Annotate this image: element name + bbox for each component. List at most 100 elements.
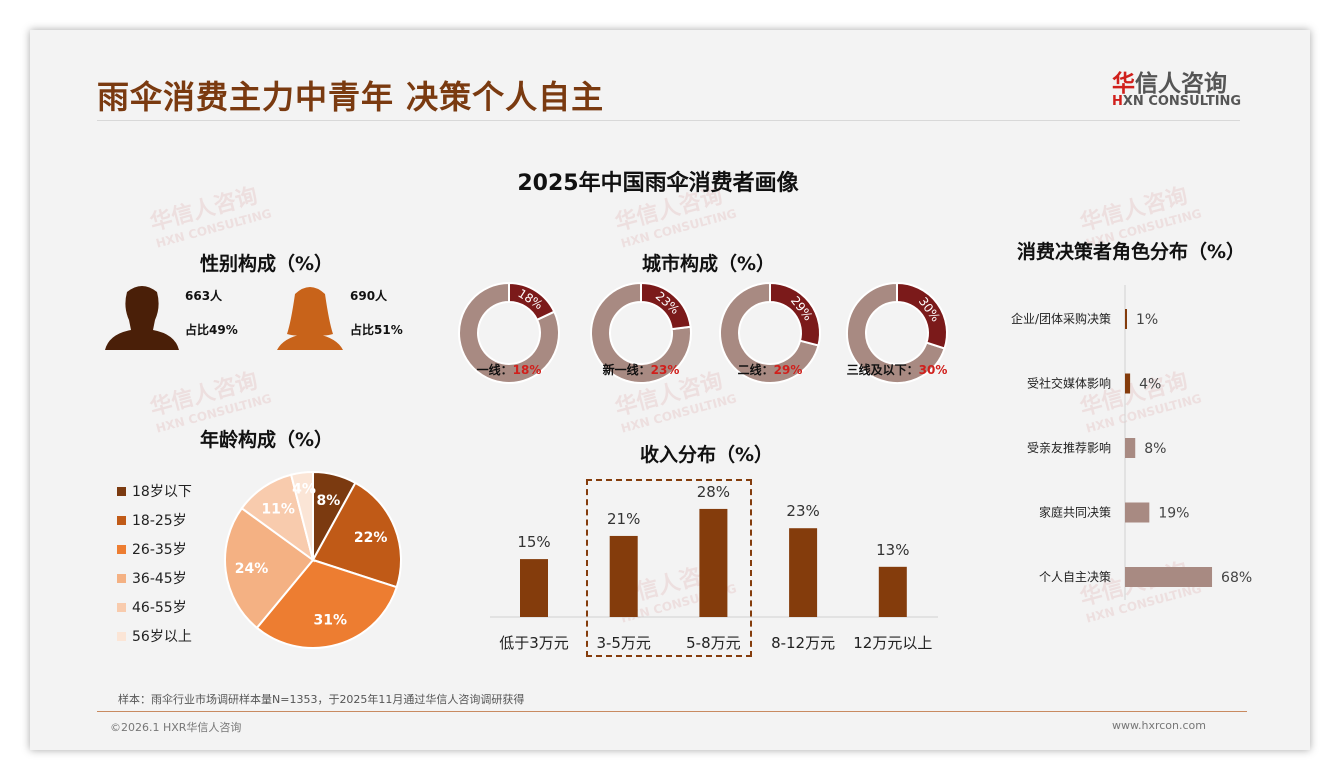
y-tick-label: 受亲友推荐影响 — [1027, 440, 1111, 455]
donut-segment — [769, 281, 821, 347]
city-donuts: 18% 23% 29% 30% — [458, 281, 948, 384]
role-bar — [1125, 438, 1136, 458]
x-tick-label: 12万元以上 — [853, 634, 932, 652]
slide — [30, 30, 1310, 750]
city-label: 一线：18% — [477, 361, 542, 378]
logo-red: 华 — [1112, 71, 1135, 97]
income-bar — [609, 535, 638, 617]
bar-value-label: 15% — [517, 533, 550, 551]
income-title: 收入分布（%） — [640, 444, 774, 466]
city-label: 二线：29% — [738, 361, 803, 378]
legend-item: 26-35岁 — [117, 539, 187, 559]
y-tick-label: 个人自主决策 — [1039, 570, 1111, 584]
age-title: 年龄构成（%） — [200, 429, 334, 451]
legend-swatch — [117, 544, 126, 554]
male-icon — [105, 286, 179, 350]
income-bar — [520, 559, 548, 617]
legend-item: 18岁以下 — [117, 481, 192, 501]
x-tick-label: 5-8万元 — [686, 634, 741, 652]
gender-title: 性别构成（%） — [200, 253, 334, 275]
donut-rest — [846, 281, 946, 384]
legend-label: 18-25岁 — [132, 513, 187, 529]
city-name: 二线： — [737, 363, 774, 377]
x-tick-label: 8-12万元 — [771, 634, 835, 652]
female-share: 占比51% — [350, 323, 403, 337]
legend-swatch — [117, 631, 126, 641]
bar-value-label: 4% — [1139, 377, 1161, 393]
city-value: 18% — [512, 363, 542, 377]
bar-value-label: 21% — [607, 510, 640, 528]
city-value: 23% — [650, 363, 680, 377]
legend-label: 56岁以上 — [132, 629, 192, 645]
city-name: 新一线： — [602, 363, 651, 377]
copyright: ©2026.1 HXR华信人咨询 — [110, 721, 242, 734]
female-count: 690人 — [350, 289, 388, 303]
donut-rest — [590, 281, 692, 384]
logo-cn: 信人咨询 — [1135, 71, 1227, 97]
donut-segment — [896, 281, 948, 350]
role-bar — [1125, 309, 1127, 329]
main-title: 2025年中国雨伞消费者画像 — [517, 171, 799, 196]
divider — [97, 120, 1240, 121]
city-label: 新一线：23% — [603, 361, 680, 378]
legend-swatch — [117, 486, 126, 496]
website[interactable]: www.hxrcon.com — [1112, 719, 1206, 732]
logo-en-red: H — [1112, 94, 1123, 109]
legend-label: 46-55岁 — [132, 600, 187, 616]
female-icon — [277, 287, 343, 350]
income-bar — [789, 528, 818, 617]
bar-value-label: 68% — [1221, 570, 1252, 586]
legend-label: 18岁以下 — [132, 484, 192, 500]
bar-value-label: 19% — [1158, 506, 1189, 522]
role-title: 消费决策者角色分布（%） — [1017, 241, 1246, 263]
pie-slice — [311, 481, 402, 589]
logo-en-text: XN CONSULTING — [1122, 94, 1242, 109]
logo-en: HXN CONSULTING — [1112, 94, 1241, 109]
pie-slice — [255, 558, 398, 649]
sample-note: 样本：雨伞行业市场调研样本量N=1353，于2025年11月通过华信人咨询调研获… — [118, 693, 525, 706]
page-title: 雨伞消费主力中青年 决策个人自主 — [97, 78, 605, 116]
pie-label: 22% — [354, 530, 388, 546]
income-bar-chart: 15% 低于3万元 21% 3-5万元 28% 5-8万元 23% 8-12万元 13% 12万元… — [490, 483, 938, 652]
bar-value-label: 28% — [697, 483, 730, 501]
city-name: 一线： — [476, 363, 513, 377]
logo: 华信人咨询 — [1112, 64, 1227, 98]
role-bar — [1125, 373, 1131, 394]
legend-swatch — [117, 573, 126, 583]
legend-swatch — [117, 602, 126, 612]
role-bar — [1125, 502, 1150, 523]
role-bar-chart: 1% 企业/团体采购决策 4% 受社交媒体影响 8% 受亲友推荐影响 19% 家庭共同决策 68… — [1011, 285, 1252, 600]
bar-value-label: 23% — [786, 502, 819, 520]
pie-label: 24% — [235, 561, 269, 577]
city-label: 三线及以下：30% — [847, 361, 948, 378]
highlight-box — [586, 479, 752, 657]
city-title: 城市构成（%） — [642, 253, 776, 275]
pie-label: 11% — [261, 502, 295, 518]
legend-item: 56岁以上 — [117, 626, 192, 646]
donut-segment — [508, 281, 556, 322]
x-tick-label: 3-5万元 — [596, 634, 651, 652]
y-tick-label: 企业/团体采购决策 — [1011, 311, 1111, 326]
donut-rest — [458, 281, 560, 384]
pie-label: 4% — [292, 482, 316, 498]
male-share: 占比49% — [185, 323, 238, 337]
x-tick-label: 低于3万元 — [499, 634, 569, 652]
bar-value-label: 8% — [1144, 441, 1166, 457]
city-value: 30% — [918, 363, 948, 377]
role-bar — [1125, 567, 1213, 587]
y-tick-label: 受社交媒体影响 — [1027, 376, 1111, 391]
donut-rest — [719, 281, 820, 384]
pie-slice — [289, 470, 314, 561]
city-value: 29% — [773, 363, 803, 377]
legend-swatch — [117, 515, 126, 525]
age-pie: 8% 22% 31% 24% 11% 4% — [224, 470, 402, 649]
income-bar — [878, 566, 907, 617]
bar-value-label: 1% — [1136, 312, 1158, 328]
income-bar — [699, 508, 728, 617]
bar-value-label: 13% — [876, 541, 909, 559]
legend-item: 36-45岁 — [117, 568, 187, 588]
legend-item: 46-55岁 — [117, 597, 187, 617]
city-name: 三线及以下： — [846, 363, 919, 377]
legend-label: 26-35岁 — [132, 542, 187, 558]
male-count: 663人 — [185, 289, 223, 303]
